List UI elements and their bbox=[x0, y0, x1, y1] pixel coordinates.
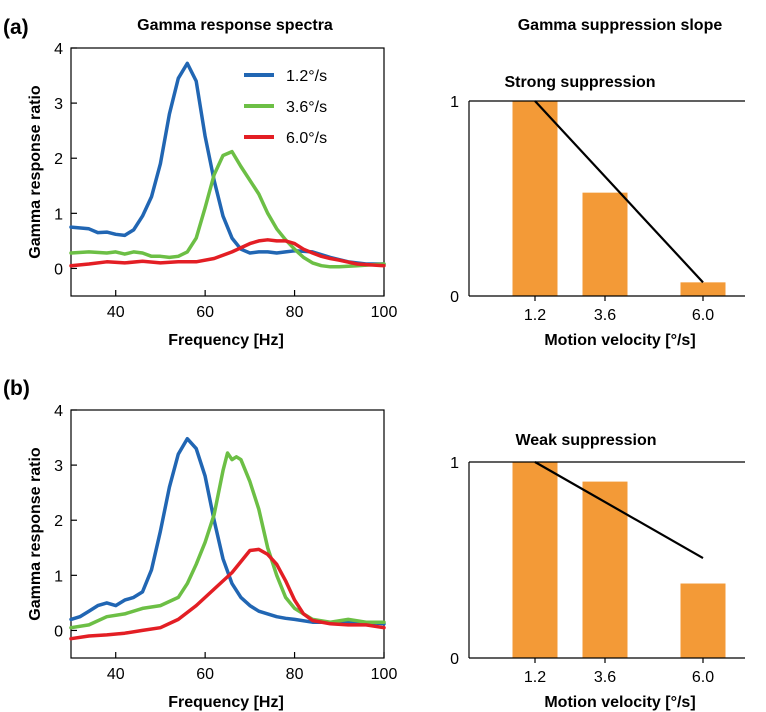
x-tick-label: 6.0 bbox=[692, 307, 714, 324]
y-tick-label: 2 bbox=[54, 513, 63, 530]
y-ticks: 01 bbox=[450, 94, 459, 306]
x-axis-label: Motion velocity [°/s] bbox=[544, 694, 695, 711]
legend-label-1-2: 1.2°/s bbox=[286, 68, 327, 85]
y-tick-label: 0 bbox=[54, 623, 63, 640]
y-tick-label: 4 bbox=[54, 41, 63, 58]
panel-label-b: (b) bbox=[3, 377, 30, 400]
y-tick-label: 4 bbox=[54, 403, 63, 420]
legend-label-6-0: 6.0°/s bbox=[286, 130, 327, 147]
x-tick-label: 100 bbox=[371, 666, 398, 683]
series-line-2 bbox=[69, 451, 386, 630]
x-tick-label: 3.6 bbox=[594, 669, 616, 686]
column-title-left: Gamma response spectra bbox=[137, 17, 333, 34]
plot-frame bbox=[70, 47, 385, 297]
y-tick-label: 0 bbox=[450, 289, 459, 306]
bar-6.0 bbox=[680, 282, 726, 296]
bars bbox=[512, 101, 726, 296]
x-axis-label: Frequency [Hz] bbox=[168, 332, 284, 349]
bar-chart-b: Weak suppression 1.2 3.6 6.0 01 Motion vel… bbox=[450, 432, 745, 711]
x-tick-label: 6.0 bbox=[692, 669, 714, 686]
series-line-2 bbox=[69, 149, 386, 269]
y-tick-label: 0 bbox=[54, 261, 63, 278]
bar-3.6 bbox=[582, 481, 628, 658]
y-tick-label: 2 bbox=[54, 151, 63, 168]
bar-6.0 bbox=[680, 583, 726, 658]
x-tick-label: 60 bbox=[196, 666, 214, 683]
x-axis-label: Frequency [Hz] bbox=[168, 694, 284, 711]
bar-axes bbox=[468, 100, 745, 297]
y-tick-label: 1 bbox=[450, 455, 459, 472]
bar-chart-title: Weak suppression bbox=[515, 432, 656, 449]
y-ticks: 0 1 2 3 4 bbox=[54, 403, 77, 640]
legend: 1.2°/s 3.6°/s 6.0°/s bbox=[244, 68, 327, 147]
series-line-1 bbox=[69, 61, 386, 266]
suppression-slope-line bbox=[534, 461, 704, 559]
plot-frame bbox=[70, 409, 385, 659]
x-tick-label: 3.6 bbox=[594, 307, 616, 324]
x-tick-label: 1.2 bbox=[524, 307, 546, 324]
x-tick-label: 1.2 bbox=[524, 669, 546, 686]
bar-axes bbox=[468, 461, 745, 659]
x-tick-label: 100 bbox=[371, 304, 398, 321]
bars bbox=[512, 462, 726, 658]
series-line-3 bbox=[69, 547, 386, 641]
y-axis-label: Gamma response ratio bbox=[27, 85, 44, 259]
x-tick-label: 80 bbox=[286, 304, 304, 321]
y-ticks: 0 1 2 3 4 bbox=[54, 41, 77, 278]
spectra-chart-a: 40 60 80 100 0 1 2 3 4 Frequency [Hz] Gamma res… bbox=[27, 41, 397, 349]
legend-label-3-6: 3.6°/s bbox=[286, 99, 327, 116]
x-ticks: 40 60 80 100 bbox=[107, 290, 398, 321]
suppression-slope-line bbox=[534, 100, 704, 284]
x-tick-label: 40 bbox=[107, 304, 125, 321]
y-tick-label: 1 bbox=[54, 206, 63, 223]
bar-chart-title: Strong suppression bbox=[504, 74, 655, 91]
series-line-1 bbox=[69, 436, 386, 626]
x-tick-label: 80 bbox=[286, 666, 304, 683]
y-ticks: 01 bbox=[450, 455, 459, 668]
panel-label-a: (a) bbox=[3, 16, 29, 39]
y-tick-label: 1 bbox=[54, 568, 63, 585]
series-group bbox=[69, 436, 386, 641]
bar-chart-a: Strong suppression 1.2 3.6 6.0 01 Motion v… bbox=[450, 74, 745, 349]
y-tick-label: 3 bbox=[54, 458, 63, 475]
spectra-chart-b: 40 60 80 100 0 1 2 3 4 Frequency [Hz] Gamma res… bbox=[27, 403, 397, 711]
bar-1.2 bbox=[512, 101, 558, 296]
y-tick-label: 1 bbox=[450, 94, 459, 111]
x-tick-label: 40 bbox=[107, 666, 125, 683]
y-axis-label: Gamma response ratio bbox=[27, 447, 44, 621]
y-tick-label: 0 bbox=[450, 651, 459, 668]
series-line-3 bbox=[69, 238, 386, 268]
bar-3.6 bbox=[582, 192, 628, 296]
x-axis-label: Motion velocity [°/s] bbox=[544, 332, 695, 349]
y-tick-label: 3 bbox=[54, 96, 63, 113]
column-title-right: Gamma suppression slope bbox=[518, 17, 723, 34]
series-group bbox=[69, 61, 386, 269]
x-tick-label: 60 bbox=[196, 304, 214, 321]
bar-1.2 bbox=[512, 462, 558, 658]
x-ticks: 1.2 3.6 6.0 bbox=[524, 296, 714, 324]
x-ticks: 40 60 80 100 bbox=[107, 652, 398, 683]
x-ticks: 1.2 3.6 6.0 bbox=[524, 658, 714, 686]
